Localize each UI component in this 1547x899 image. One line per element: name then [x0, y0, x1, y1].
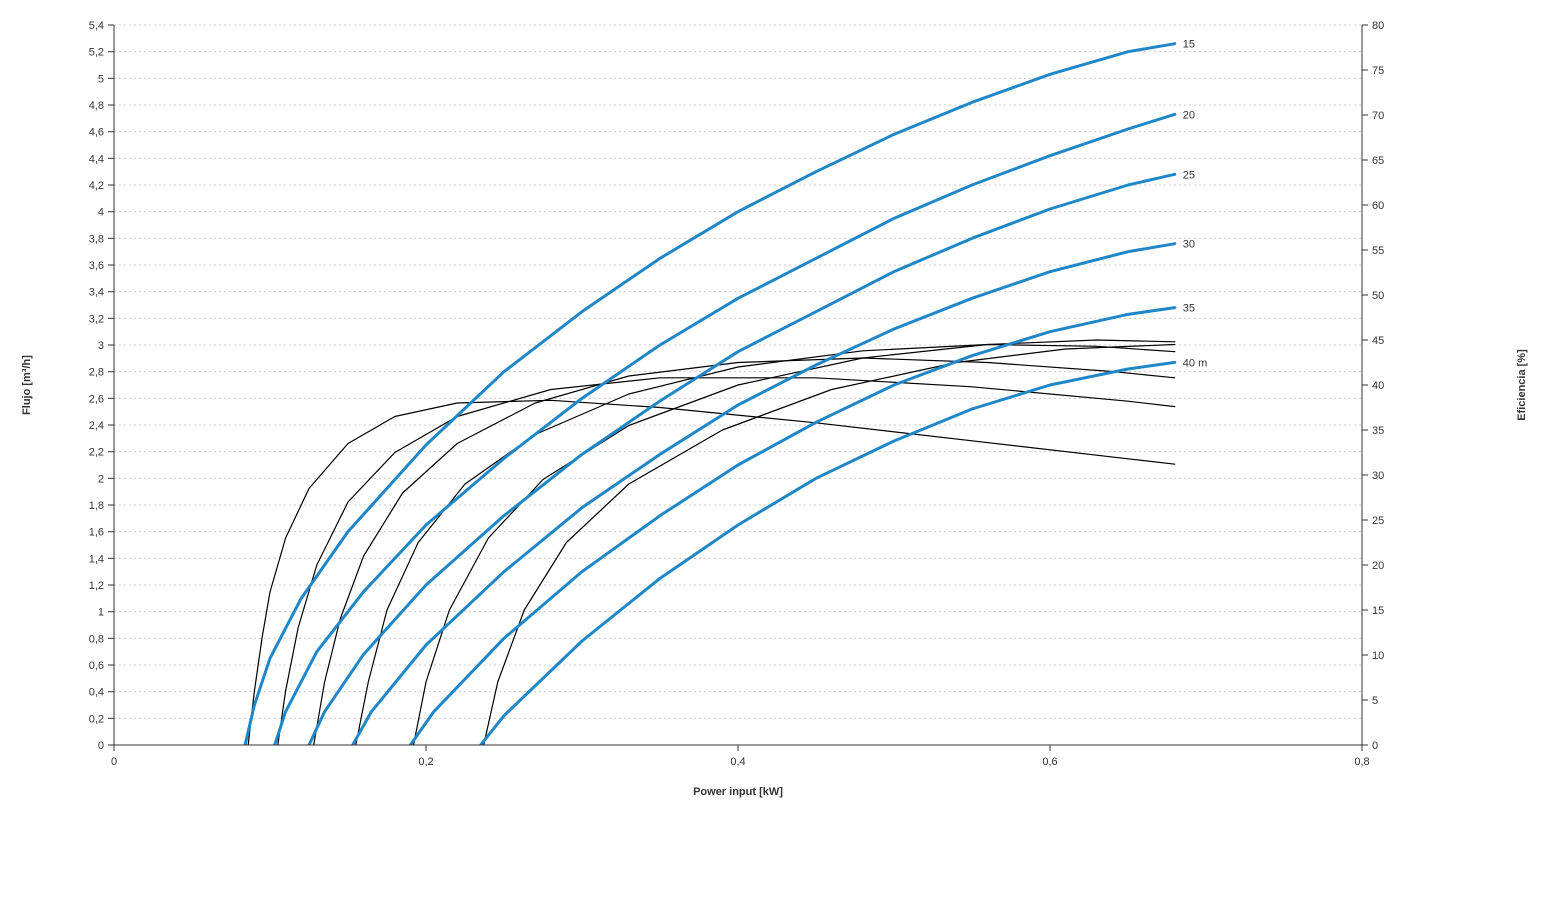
- y-left-tick-label: 2: [98, 473, 104, 485]
- y-right-tick-label: 70: [1372, 110, 1384, 122]
- y-left-axis-label: Flujo [m³/h]: [21, 355, 33, 415]
- y-right-tick-label: 60: [1372, 200, 1384, 212]
- y-left-tick-label: 4,6: [89, 127, 104, 139]
- y-left-tick-label: 2,2: [89, 447, 104, 459]
- y-right-axis-label: Eficiencia [%]: [1516, 349, 1528, 421]
- y-left-tick-label: 4,4: [89, 153, 104, 165]
- y-left-tick-label: 4,8: [89, 100, 104, 112]
- y-right-tick-label: 80: [1372, 20, 1384, 32]
- y-right-tick-label: 45: [1372, 335, 1384, 347]
- y-left-tick-label: 2,4: [89, 420, 104, 432]
- series-label-20: 20: [1183, 109, 1195, 121]
- series-label-25: 25: [1183, 169, 1195, 181]
- y-right-tick-label: 30: [1372, 470, 1384, 482]
- y-left-tick-label: 4,2: [89, 180, 104, 192]
- y-left-tick-label: 1,6: [89, 527, 104, 539]
- y-left-tick-label: 5,4: [89, 20, 104, 32]
- y-left-tick-label: 5: [98, 73, 104, 85]
- y-right-tick-label: 35: [1372, 425, 1384, 437]
- y-right-tick-label: 40: [1372, 380, 1384, 392]
- y-left-tick-label: 1,4: [89, 553, 104, 565]
- y-left-tick-label: 5,2: [89, 47, 104, 59]
- y-right-tick-label: 50: [1372, 290, 1384, 302]
- y-left-tick-label: 2,6: [89, 393, 104, 405]
- x-tick-label: 0,6: [1042, 756, 1057, 768]
- y-left-tick-label: 3,6: [89, 260, 104, 272]
- y-left-tick-label: 3,2: [89, 313, 104, 325]
- y-left-tick-label: 1,2: [89, 580, 104, 592]
- y-right-tick-label: 75: [1372, 65, 1384, 77]
- y-left-tick-label: 2,8: [89, 367, 104, 379]
- y-right-tick-label: 20: [1372, 560, 1384, 572]
- y-right-tick-label: 55: [1372, 245, 1384, 257]
- y-left-tick-label: 1: [98, 607, 104, 619]
- y-left-tick-label: 0,6: [89, 660, 104, 672]
- chart-svg: 152025303540 m00,20,40,60,800,20,40,60,8…: [0, 0, 1547, 894]
- series-label-35: 35: [1183, 303, 1195, 315]
- x-tick-label: 0,4: [730, 756, 745, 768]
- y-left-tick-label: 0: [98, 740, 104, 752]
- y-right-tick-label: 10: [1372, 650, 1384, 662]
- series-label-30: 30: [1183, 239, 1195, 251]
- x-axis-label: Power input [kW]: [693, 786, 783, 798]
- y-left-tick-label: 0,2: [89, 713, 104, 725]
- series-label-40 m: 40 m: [1183, 357, 1207, 369]
- y-right-tick-label: 5: [1372, 695, 1378, 707]
- pump-performance-chart: 152025303540 m00,20,40,60,800,20,40,60,8…: [0, 0, 1547, 894]
- y-left-tick-label: 3: [98, 340, 104, 352]
- x-tick-label: 0: [111, 756, 117, 768]
- x-tick-label: 0,8: [1354, 756, 1369, 768]
- y-left-tick-label: 0,8: [89, 633, 104, 645]
- y-right-tick-label: 0: [1372, 740, 1378, 752]
- y-left-tick-label: 4: [98, 207, 104, 219]
- y-left-tick-label: 3,4: [89, 287, 104, 299]
- y-right-tick-label: 65: [1372, 155, 1384, 167]
- y-left-tick-label: 0,4: [89, 687, 104, 699]
- y-right-tick-label: 25: [1372, 515, 1384, 527]
- y-left-tick-label: 3,8: [89, 233, 104, 245]
- x-tick-label: 0,2: [418, 756, 433, 768]
- y-right-tick-label: 15: [1372, 605, 1384, 617]
- series-label-15: 15: [1183, 39, 1195, 51]
- y-left-tick-label: 1,8: [89, 500, 104, 512]
